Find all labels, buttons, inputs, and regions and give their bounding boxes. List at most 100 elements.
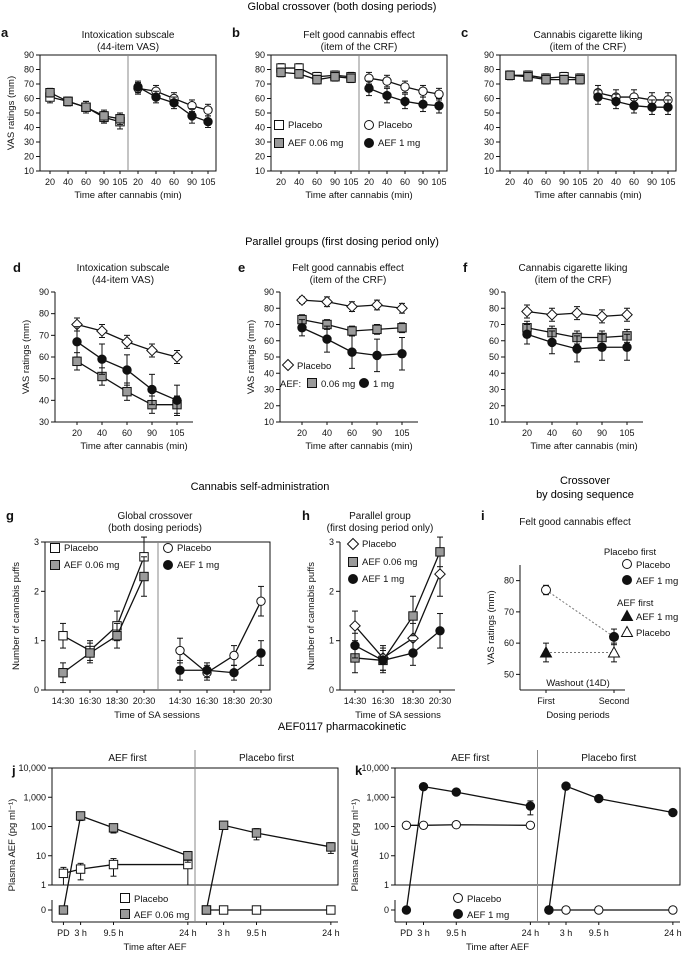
y-tick-label: 90 xyxy=(255,50,265,60)
legend-group-title: Placebo first xyxy=(604,547,657,558)
y-axis-label: Number of cannabis puffs xyxy=(306,562,317,670)
y-tick-label: 0 xyxy=(34,685,39,695)
x-tick-label: 105 xyxy=(431,177,446,187)
data-point xyxy=(346,73,356,83)
y-tick-label: 50 xyxy=(489,352,499,362)
legend-label: AEF 0.06 mg xyxy=(134,910,189,921)
x-tick-label: 40 xyxy=(151,177,161,187)
x-tick-label: 20 xyxy=(505,177,515,187)
legend-marker xyxy=(281,358,295,372)
y-axis-label: VAS ratings (mm) xyxy=(6,76,17,150)
y-tick-label: 80 xyxy=(24,65,34,75)
data-point xyxy=(541,74,551,85)
x-tick-label: 20 xyxy=(133,177,143,187)
data-point xyxy=(434,89,444,99)
panel-letter: d xyxy=(13,260,21,275)
chart-title: Intoxication subscale xyxy=(82,30,175,41)
y-tick-label: 20 xyxy=(24,152,34,162)
y-tick-label: 90 xyxy=(489,287,499,297)
legend-label: Placebo xyxy=(636,560,670,571)
x-tick-label: 40 xyxy=(97,428,107,438)
series xyxy=(296,294,408,315)
x-axis-label: Time after AEF xyxy=(466,942,529,953)
data-point xyxy=(229,668,239,678)
series xyxy=(175,585,266,681)
series xyxy=(45,87,125,126)
y-tick-label: 60 xyxy=(24,94,34,104)
y-tick-label: 100 xyxy=(374,822,389,832)
legend-marker xyxy=(622,575,632,585)
x-tick-label: PD xyxy=(57,928,70,938)
subpanel-title: AEF first xyxy=(108,753,147,764)
data-point xyxy=(75,864,86,874)
legend-label: AEF 1 mg xyxy=(636,612,678,623)
y-tick-label: 40 xyxy=(39,395,49,405)
data-point xyxy=(418,99,428,110)
x-tick-label: 90 xyxy=(187,177,197,187)
y-tick-label: 70 xyxy=(39,330,49,340)
y-axis-label: VAS ratings (mm) xyxy=(21,320,32,394)
data-point xyxy=(347,326,357,336)
data-point xyxy=(546,308,558,321)
x-tick-label: 20 xyxy=(297,428,307,438)
data-point xyxy=(251,828,262,838)
legend-marker xyxy=(364,138,374,148)
x-tick-label: 60 xyxy=(541,177,551,187)
legend-marker xyxy=(50,543,60,553)
y-tick-label: 40 xyxy=(264,368,274,378)
data-point xyxy=(593,92,603,102)
legend-marker xyxy=(163,543,173,553)
x-tick-label: 16:30 xyxy=(79,696,102,706)
x-tick-label: 16:30 xyxy=(372,696,395,706)
legend-marker xyxy=(348,574,358,584)
x-tick-label: 20:30 xyxy=(429,696,452,706)
data-point xyxy=(451,787,461,797)
x-tick-label: 40 xyxy=(382,177,392,187)
y-tick-label: 70 xyxy=(24,79,34,89)
data-point xyxy=(400,82,410,92)
data-point xyxy=(418,86,428,96)
x-tick-label: 105 xyxy=(200,177,215,187)
data-point xyxy=(322,334,332,344)
chart-title: (both dosing periods) xyxy=(108,523,202,534)
data-point xyxy=(347,347,357,357)
x-tick-label: 20 xyxy=(364,177,374,187)
data-point xyxy=(372,350,382,361)
data-point xyxy=(139,571,149,582)
data-point xyxy=(85,648,95,658)
data-point xyxy=(45,88,55,98)
x-tick-label: PD xyxy=(400,928,413,938)
x-tick-label: 14:30 xyxy=(169,696,192,706)
x-tick-label: 60 xyxy=(400,177,410,187)
data-point xyxy=(122,386,132,397)
y-tick-label: 10,000 xyxy=(361,763,389,773)
x-tick-label: 105 xyxy=(394,428,409,438)
data-point xyxy=(330,72,340,82)
y-axis-label: Plasma AEF (pg ml⁻¹) xyxy=(7,799,18,892)
series-line xyxy=(548,785,673,911)
data-point xyxy=(668,905,678,915)
y-tick-label: 30 xyxy=(39,417,49,427)
series xyxy=(401,820,536,830)
x-tick-label: 90 xyxy=(372,428,382,438)
data-point xyxy=(435,626,445,636)
x-tick-label: 60 xyxy=(81,177,91,187)
section-title-global: Global crossover (both dosing periods) xyxy=(248,1,437,13)
data-point xyxy=(539,645,553,658)
data-point xyxy=(596,310,608,323)
chart-j: j 0 1 10 100 1,000 10,000 Plasma AEF (pg ml⁻¹) A… xyxy=(7,750,340,953)
series xyxy=(350,613,445,671)
chart-title: (item of the CRF) xyxy=(535,275,612,286)
data-point xyxy=(525,820,536,830)
y-tick-label: 10 xyxy=(36,851,46,861)
y-axis-label: VAS ratings (mm) xyxy=(246,320,257,394)
data-point xyxy=(312,74,322,85)
chart-title: Parallel group xyxy=(349,511,411,522)
data-point xyxy=(544,905,554,915)
x-axis-label: Time of SA sessions xyxy=(114,710,200,721)
y-tick-label: 40 xyxy=(489,368,499,378)
legend-label: AEF 1 mg xyxy=(636,576,678,587)
legend-marker xyxy=(346,537,360,551)
x-tick-label: 105 xyxy=(572,177,587,187)
chart-title: (first dosing period only) xyxy=(327,523,434,534)
